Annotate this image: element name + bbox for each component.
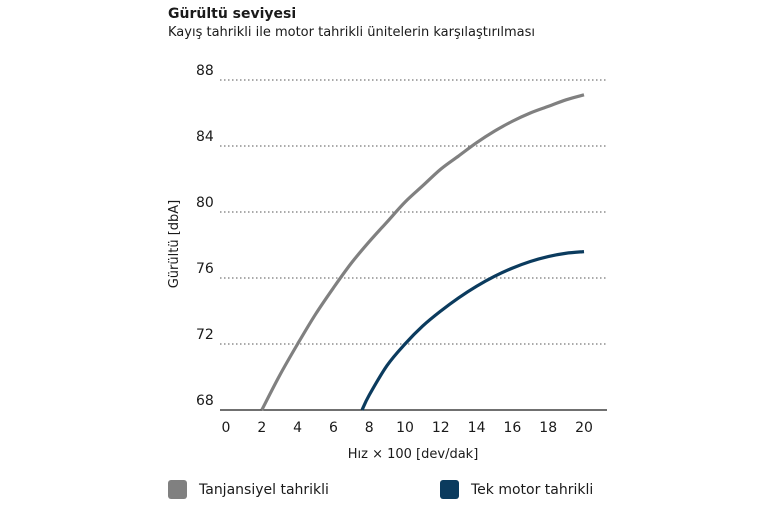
chart-title: Gürültü seviyesi (168, 6, 297, 22)
legend-swatch-tanjansiyel (168, 480, 187, 499)
x-axis-label: Hız × 100 [dev/dak] (348, 447, 479, 462)
x-tick-label: 10 (396, 420, 414, 436)
x-tick-label: 20 (575, 420, 593, 436)
x-tick-label: 6 (329, 420, 338, 436)
y-tick-label: 84 (196, 129, 214, 145)
chart-subtitle: Kayış tahrikli ile motor tahrikli ünitel… (168, 25, 536, 40)
y-tick-label: 68 (196, 393, 214, 409)
x-tick-label: 8 (365, 420, 374, 436)
y-axis-label: Gürültü [dbA] (167, 200, 182, 289)
x-tick-label: 14 (468, 420, 486, 436)
legend-item-tanjansiyel: Tanjansiyel tahrikli (168, 480, 329, 499)
x-tick-label: 16 (503, 420, 521, 436)
y-tick-label: 76 (196, 261, 214, 277)
series-lines (260, 93, 585, 411)
x-tick-label: 4 (293, 420, 302, 436)
y-tick-label: 72 (196, 327, 214, 343)
x-tick-label: 0 (222, 420, 231, 436)
y-tick-label: 80 (196, 195, 214, 211)
legend-swatch-tek-motor (440, 480, 459, 499)
series-line-tek-motor (360, 250, 585, 411)
grid-lines (220, 79, 607, 345)
y-tick-label: 88 (196, 63, 214, 79)
legend-label-tek-motor: Tek motor tahrikli (471, 481, 594, 498)
legend-label-tanjansiyel: Tanjansiyel tahrikli (199, 481, 329, 498)
x-tick-label: 18 (539, 420, 557, 436)
x-tick-label: 2 (257, 420, 266, 436)
series-line-tanjansiyel (260, 93, 585, 411)
legend-item-tek-motor: Tek motor tahrikli (440, 480, 593, 499)
x-tick-label: 12 (432, 420, 450, 436)
